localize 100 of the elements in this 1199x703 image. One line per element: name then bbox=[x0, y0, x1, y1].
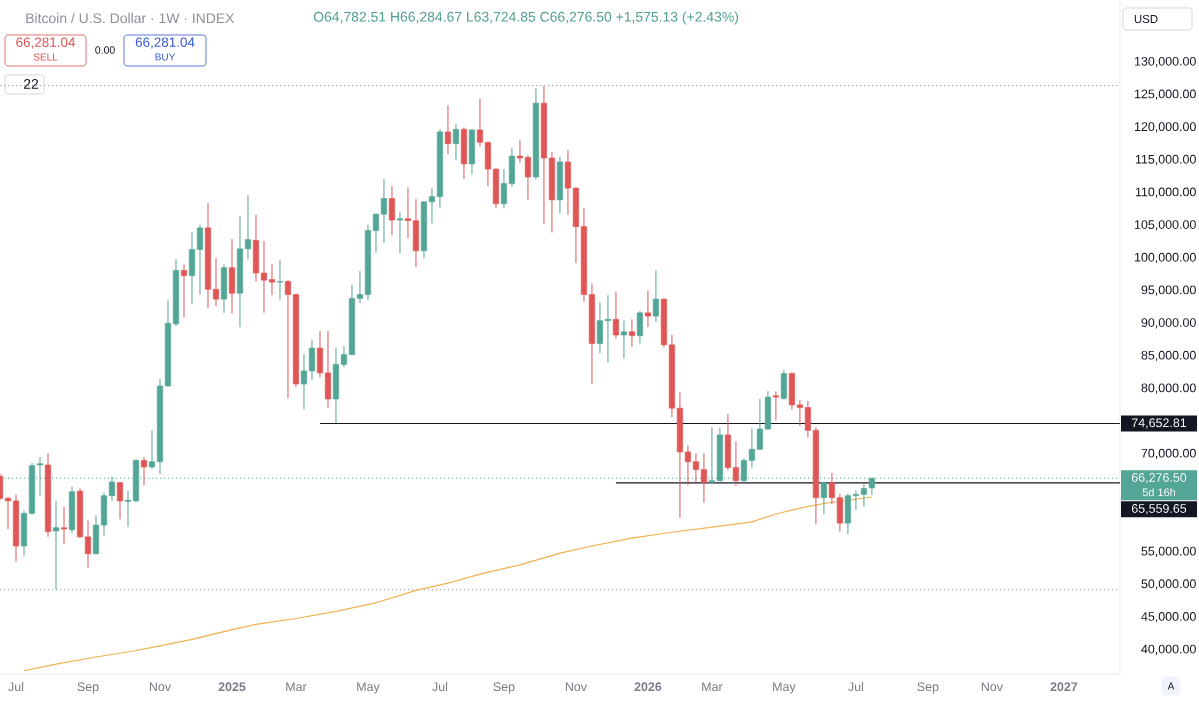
ref-line-label: 66,276.50 bbox=[1131, 473, 1187, 484]
x-tick-label: 2025 bbox=[218, 682, 246, 692]
candlestick bbox=[804, 400, 811, 439]
x-tick-label: Nov bbox=[149, 682, 172, 692]
x-tick-label: Sep bbox=[77, 682, 99, 694]
candlestick bbox=[372, 213, 380, 254]
y-tick-label: 55,000.00 bbox=[1141, 546, 1196, 557]
candlestick bbox=[692, 452, 699, 483]
candlestick bbox=[196, 224, 204, 296]
y-tick-label: 120,000.00 bbox=[1134, 122, 1196, 133]
x-tick-label: Mar bbox=[702, 682, 723, 692]
text: Bitcoin / U.S. Dollar · 1W · INDEX bbox=[26, 12, 235, 24]
candlestick bbox=[604, 294, 611, 363]
y-tick-label: 45,000.00 bbox=[1141, 612, 1196, 623]
x-tick-label: Nov bbox=[565, 682, 587, 692]
candlestick bbox=[524, 154, 531, 201]
candlestick bbox=[860, 483, 867, 508]
candlestick bbox=[636, 310, 643, 345]
y-tick-label: 130,000.00 bbox=[1134, 56, 1196, 68]
candlestick bbox=[596, 301, 603, 354]
x-tick-label: May bbox=[357, 682, 380, 694]
candlestick bbox=[52, 500, 60, 591]
text: A bbox=[1167, 682, 1175, 690]
candlestick bbox=[180, 263, 188, 318]
series-label: 65,559.65 bbox=[1131, 504, 1187, 515]
candlestick bbox=[108, 476, 116, 502]
candlestick bbox=[148, 429, 156, 470]
candlestick bbox=[756, 398, 763, 451]
line-series bbox=[23, 496, 873, 672]
annotation: 66,281.04 bbox=[16, 37, 76, 49]
candlestick bbox=[212, 257, 220, 307]
y-tick-label: 125,000.00 bbox=[1134, 89, 1196, 100]
annotation: SELL bbox=[33, 53, 58, 61]
candlestick bbox=[116, 481, 124, 520]
candlestick bbox=[476, 98, 483, 147]
candlestick bbox=[444, 104, 451, 155]
candlestick bbox=[700, 452, 707, 504]
y-tick-label: 80,000.00 bbox=[1141, 383, 1196, 394]
x-tick-label: Jul bbox=[432, 681, 448, 692]
candlestick bbox=[628, 318, 635, 348]
y-tick-label: 105,000.00 bbox=[1134, 220, 1196, 231]
candlestick bbox=[644, 290, 651, 328]
candlestick bbox=[748, 427, 755, 469]
candlestick bbox=[4, 496, 12, 530]
x-tick-label: Nov bbox=[981, 682, 1003, 692]
annotation: 66,281.04 bbox=[135, 37, 195, 49]
candlestick bbox=[708, 426, 715, 484]
candlestick bbox=[516, 139, 523, 164]
candlestick bbox=[684, 444, 691, 486]
x-tick-label: Sep bbox=[493, 682, 515, 694]
candlestick bbox=[452, 123, 459, 161]
x-tick-label: Jul bbox=[848, 681, 864, 692]
candlestick bbox=[124, 489, 132, 528]
candlestick bbox=[652, 269, 659, 323]
candlestick bbox=[276, 259, 284, 301]
y-tick-label: 85,000.00 bbox=[1141, 350, 1196, 362]
x-tick-label: Sep bbox=[917, 682, 939, 694]
x-tick-label: Mar bbox=[286, 682, 307, 692]
candlestick bbox=[36, 456, 44, 497]
candlestick bbox=[356, 270, 364, 304]
y-tick-label: 95,000.00 bbox=[1141, 285, 1196, 296]
text: O64,782.51 H66,284.67 L63,724.85 C66,276.50 +1,575.13 (+2.43%) bbox=[313, 11, 739, 25]
candlestick bbox=[428, 187, 435, 224]
candlestick bbox=[852, 489, 859, 511]
candlestick bbox=[260, 240, 268, 314]
x-tick-label: Jul bbox=[8, 681, 24, 692]
candlestick bbox=[388, 185, 396, 236]
candlestick bbox=[84, 520, 92, 569]
candlestick bbox=[620, 320, 627, 360]
candlestick bbox=[612, 291, 619, 339]
candlestick bbox=[244, 194, 252, 260]
series-label: 74,652.81 bbox=[1131, 418, 1187, 429]
candlestick bbox=[60, 506, 68, 545]
candlestick bbox=[828, 472, 835, 505]
candlestick bbox=[340, 345, 348, 368]
y-tick-label: 70,000.00 bbox=[1141, 448, 1196, 460]
text: USD bbox=[1134, 14, 1158, 24]
candlestick bbox=[772, 390, 779, 422]
candlestick bbox=[796, 399, 803, 427]
y-tick-label: 100,000.00 bbox=[1134, 252, 1196, 264]
x-tick-label: May bbox=[773, 682, 796, 694]
x-tick-label: 2026 bbox=[634, 682, 662, 692]
candlestick bbox=[732, 440, 739, 487]
candlestick bbox=[308, 339, 316, 381]
candlestick bbox=[404, 186, 412, 239]
candlestick bbox=[268, 263, 276, 296]
y-tick-label: 90,000.00 bbox=[1141, 318, 1196, 329]
y-tick-label: 40,000.00 bbox=[1141, 644, 1196, 655]
x-tick-label: 2027 bbox=[1050, 682, 1078, 692]
candlestick bbox=[380, 178, 388, 244]
candlestick bbox=[140, 456, 148, 486]
annotation: 0.00 bbox=[95, 46, 115, 54]
candlestick bbox=[300, 353, 308, 410]
annotation: 22 bbox=[23, 79, 39, 89]
y-tick-label: 50,000.00 bbox=[1141, 579, 1196, 590]
text: 5d 16h bbox=[1142, 488, 1176, 497]
y-tick-label: 110,000.00 bbox=[1135, 187, 1196, 198]
annotation: BUY bbox=[155, 53, 176, 61]
y-tick-label: 115,000.00 bbox=[1135, 154, 1196, 166]
candlestick bbox=[284, 279, 292, 399]
